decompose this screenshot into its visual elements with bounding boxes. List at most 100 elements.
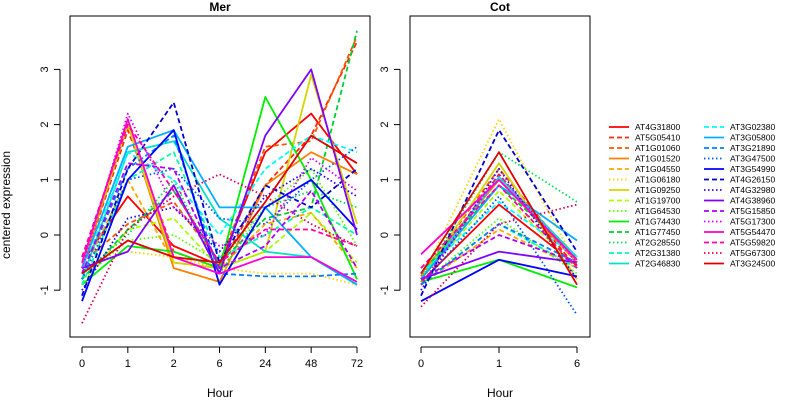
y-tick-label: -1 (39, 285, 51, 295)
legend-label: AT1G64530 (635, 206, 680, 216)
legend-item-at5g67300: AT5G67300 (704, 248, 775, 258)
legend-label: AT4G32980 (730, 185, 775, 195)
legend-label: AT5G15850 (730, 206, 775, 216)
y-tick-label: 0 (379, 232, 391, 238)
legend-item-at1g01520: AT1G01520 (609, 154, 680, 164)
legend-label: AT5G67300 (730, 248, 775, 258)
x-tick-label: 72 (351, 358, 363, 370)
panel-title-cot: Cot (490, 0, 510, 14)
series-line-at5g15850 (420, 234, 578, 280)
legend-item-at4g31800: AT4G31800 (609, 122, 680, 132)
legend-label: AT2G31380 (635, 248, 680, 258)
x-tick-label: 1 (125, 358, 131, 370)
plot-frame-mer (69, 15, 371, 338)
series-line-at3g24500 (420, 151, 578, 286)
x-tick-label: 0 (418, 358, 424, 370)
legend-item-at1g04550: AT1G04550 (609, 164, 680, 174)
legend-label: AT1G01060 (635, 143, 680, 153)
legend-item-at5g15850: AT5G15850 (704, 206, 775, 216)
legend-label: AT1G09250 (635, 185, 680, 195)
x-tick-label: 24 (259, 358, 271, 370)
legend-label: AT2G28550 (635, 238, 680, 248)
legend-item-at1g64530: AT1G64530 (609, 206, 680, 216)
series-line-at5g17300 (81, 112, 358, 269)
x-axis-label-mer: Hour (207, 386, 233, 400)
legend-label: AT1G06180 (635, 175, 680, 185)
legend-label: AT4G31800 (635, 122, 680, 132)
legend-item-at3g02380: AT3G02380 (704, 122, 775, 132)
ticks-cot: -1 0 1 2 3 0 1 6 (379, 66, 580, 370)
x-tick-label: 2 (171, 358, 177, 370)
legend-item-at2g31380: AT2G31380 (609, 248, 680, 258)
y-tick-label: 2 (379, 122, 391, 128)
series-line-at4g31800 (420, 203, 578, 283)
legend-item-at4g32980: AT4G32980 (704, 185, 775, 195)
series-line-at5g59820 (420, 184, 578, 269)
legend-label: AT3G05800 (730, 133, 775, 143)
series-line-at3g54990 (81, 129, 358, 302)
series-line-at1g09250 (81, 74, 358, 270)
x-tick-label: 1 (496, 358, 502, 370)
legend-label: AT5G59820 (730, 238, 775, 248)
series-line-at5g54470 (81, 118, 358, 283)
series-line-at3g54990 (420, 258, 578, 302)
x-axis-label-cot: Hour (487, 386, 513, 400)
legend-item-at3g47500: AT3G47500 (704, 154, 775, 164)
legend-label: AT1G74430 (635, 217, 680, 227)
legend-item-at3g24500: AT3G24500 (704, 259, 775, 269)
x-tick-label: 6 (574, 358, 580, 370)
legend-item-at4g26150: AT4G26150 (704, 175, 775, 185)
y-tick-label: 2 (39, 122, 51, 128)
legend-item-at3g05800: AT3G05800 (704, 133, 775, 143)
legend-label: AT4G26150 (730, 175, 775, 185)
series-line-at2g46830 (420, 176, 578, 280)
legend-item-at1g09250: AT1G09250 (609, 185, 680, 195)
legend-item-at3g54990: AT3G54990 (704, 164, 775, 174)
legend-item-at5g59820: AT5G59820 (704, 238, 775, 248)
series-line-at1g04550 (420, 228, 578, 286)
legend-label: AT3G24500 (730, 259, 775, 269)
panel-mer: Mer -1 0 1 2 3 0 1 2 6 24 48 72 Hour (39, 0, 371, 400)
legend-label: AT2G46830 (635, 259, 680, 269)
legend-label: AT1G04550 (635, 164, 680, 174)
legend-label: AT1G01520 (635, 154, 680, 164)
legend-label: AT3G54990 (730, 164, 775, 174)
series-line-at3g24500 (81, 134, 358, 275)
series-line-at4g32980 (81, 167, 358, 291)
legend-label: AT3G02380 (730, 122, 775, 132)
legend-item-at5g54470: AT5G54470 (704, 227, 775, 237)
plot-frame-cot (409, 15, 591, 338)
panel-cot: Cot -1 0 1 2 3 0 1 6 Hour (379, 0, 591, 400)
series-line-at5g05410 (420, 173, 578, 280)
legend-label: AT3G21890 (730, 143, 775, 153)
ticks-mer: -1 0 1 2 3 0 1 2 6 24 48 72 (39, 66, 363, 370)
legend-label: AT5G05410 (635, 133, 680, 143)
y-tick-label: 3 (379, 66, 391, 72)
y-tick-label: 0 (39, 232, 51, 238)
y-tick-label: -1 (379, 285, 391, 295)
series-line-at4g38960 (420, 250, 578, 281)
legend-item-at5g05410: AT5G05410 (609, 133, 680, 143)
legend-item-at1g77450: AT1G77450 (609, 227, 680, 237)
legend-item-at1g01060: AT1G01060 (609, 143, 680, 153)
lines-cot (420, 118, 578, 316)
legend-label: AT3G47500 (730, 154, 775, 164)
legend-label: AT1G77450 (635, 227, 680, 237)
x-tick-label: 48 (305, 358, 317, 370)
legend-item-at4g38960: AT4G38960 (704, 196, 775, 206)
series-line-at4g26150 (81, 101, 358, 297)
series-line-at3g47500 (420, 195, 578, 316)
legend-label: AT5G54470 (730, 227, 775, 237)
legend-label: AT5G17300 (730, 217, 775, 227)
legend-item-at3g21890: AT3G21890 (704, 143, 775, 153)
y-tick-label: 3 (39, 66, 51, 72)
series-line-at5g67300 (81, 173, 358, 324)
legend-label: AT1G19700 (635, 196, 680, 206)
legend-item-at1g74430: AT1G74430 (609, 217, 680, 227)
series-line-at5g54470 (420, 178, 578, 261)
series-line-at5g15850 (81, 162, 358, 274)
y-tick-label: 1 (379, 177, 391, 183)
legend-item-at5g17300: AT5G17300 (704, 217, 775, 227)
legend-item-at2g28550: AT2G28550 (609, 238, 680, 248)
legend-item-at1g06180: AT1G06180 (609, 175, 680, 185)
